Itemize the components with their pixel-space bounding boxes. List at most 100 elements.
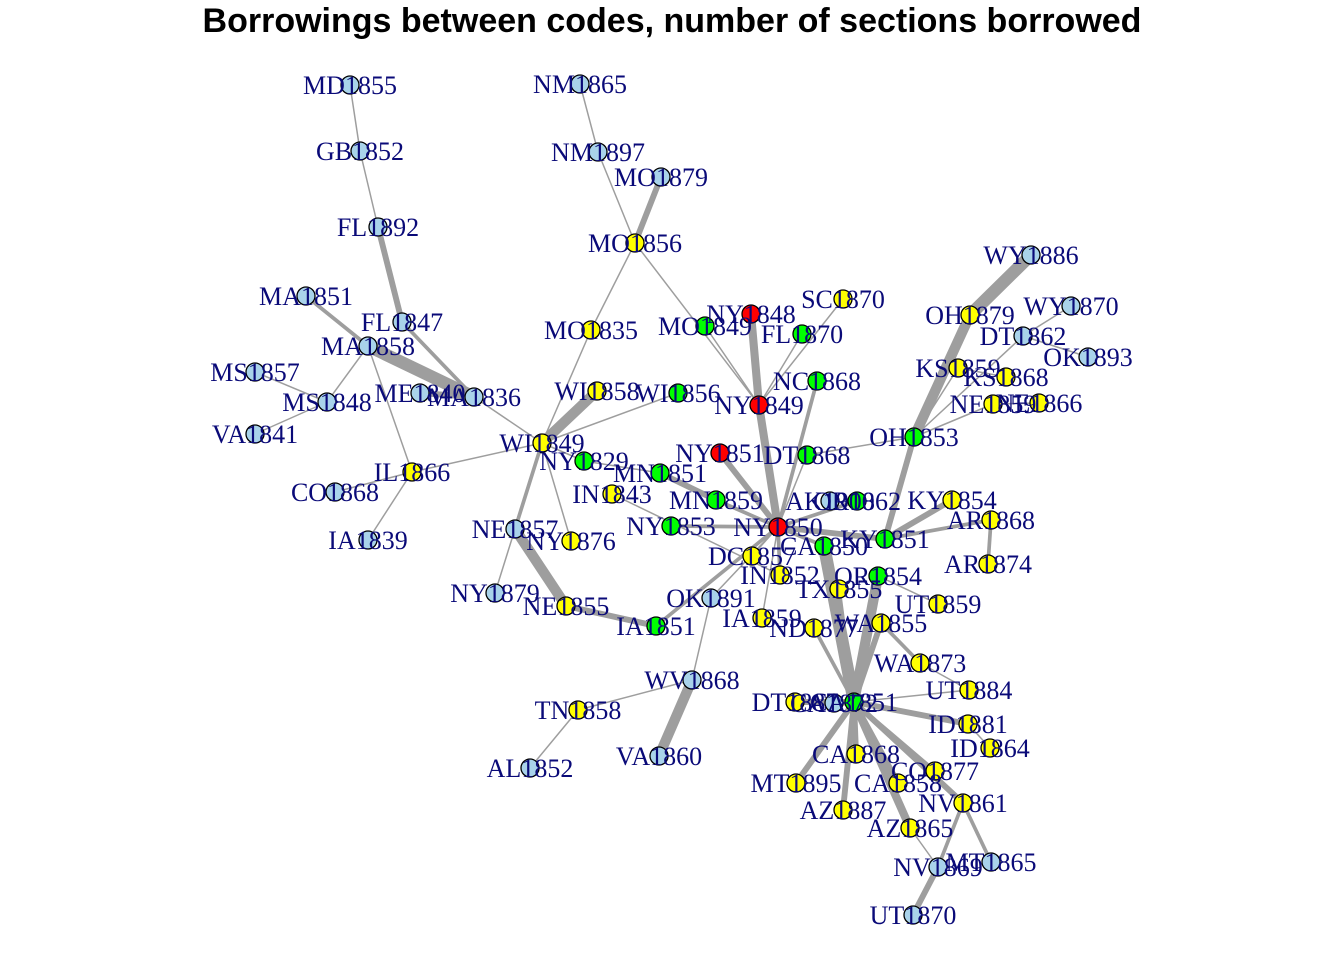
edge-ny1850-or1862 xyxy=(776,499,859,529)
node-ok1891 xyxy=(701,588,721,608)
node-label-gb1852: GB1852 xyxy=(316,137,404,166)
node-label-co1877: CO1877 xyxy=(891,757,979,786)
node-label-az1887: AZ1887 xyxy=(800,796,887,825)
node-wi1856 xyxy=(668,383,688,403)
node-wv1868 xyxy=(682,670,702,690)
node-oh1853 xyxy=(904,427,924,447)
node-mo1835 xyxy=(581,320,601,340)
node-label-fl1847: FL1847 xyxy=(361,308,443,337)
edge-ca1851-az1865 xyxy=(849,697,915,833)
node-label-co1868: CO1868 xyxy=(291,478,379,507)
node-label-wa1855: WA1855 xyxy=(835,609,927,638)
node-label-wi1856: WI1856 xyxy=(635,379,720,408)
node-ny1879 xyxy=(485,583,505,603)
node-wa1855 xyxy=(871,613,891,633)
node-ca1858 xyxy=(888,773,908,793)
node-fl1892 xyxy=(368,217,388,237)
node-label-ia1839: IA1839 xyxy=(328,526,407,555)
node-label-ny1850: NY1850 xyxy=(733,513,823,542)
node-label-ks1859: KS1859 xyxy=(915,354,1000,383)
edge-ms1857-ms1848 xyxy=(254,371,328,403)
node-va1860 xyxy=(649,746,669,766)
node-mn1859 xyxy=(706,490,726,510)
edge-oh1853-ne1859 xyxy=(913,403,994,438)
node-label-tn1858: TN1858 xyxy=(535,696,622,725)
edge-mn1851-mn1859 xyxy=(657,470,719,503)
node-co1868 xyxy=(325,482,345,502)
edge-ok1891-wv1868 xyxy=(691,597,712,681)
node-label-nm1865: NM1865 xyxy=(533,70,627,99)
node-label-id1864: ID1864 xyxy=(950,734,1029,763)
edge-ny1848-ny1849 xyxy=(746,309,764,410)
edge-ne1857-ne1855 xyxy=(509,523,572,612)
edge-ny1850-ok1891 xyxy=(710,526,779,599)
node-label-ne1855: NE1855 xyxy=(523,592,610,621)
node-label-ne1859: NE1859 xyxy=(950,390,1037,419)
edge-ca1851-id1881 xyxy=(851,699,971,727)
node-ny1850 xyxy=(768,517,788,537)
node-dt1887 xyxy=(785,692,805,712)
node-label-va1841: VA1841 xyxy=(212,420,298,449)
node-ms1848 xyxy=(317,392,337,412)
edge-wi1849-ny1876 xyxy=(541,442,572,542)
node-label-mt1895: MT1895 xyxy=(751,769,842,798)
node-nm1897 xyxy=(588,142,608,162)
node-label-ms1857: MS1857 xyxy=(210,358,300,387)
node-ia1839 xyxy=(358,530,378,550)
edge-gb1852-fl1892 xyxy=(359,150,379,228)
edge-ky1851-oh1853 xyxy=(882,434,917,542)
edge-oh1853-dt1862 xyxy=(913,335,1024,438)
node-al1852 xyxy=(520,758,540,778)
node-wi1858 xyxy=(587,381,607,401)
edge-ma1851-ma1858 xyxy=(304,294,370,348)
edge-ny1850-ky1851 xyxy=(775,524,888,542)
edge-ok1893-dt1862 xyxy=(1022,335,1089,358)
edge-tx1855-ca1851 xyxy=(837,587,856,704)
node-ny1829 xyxy=(574,451,594,471)
node-label-ny1879: NY1879 xyxy=(450,579,540,608)
node-ca1868 xyxy=(846,744,866,764)
edge-oh1853-dt1868 xyxy=(806,436,915,456)
node-label-wv1868: WV1868 xyxy=(644,666,739,695)
edge-ca1851-nv1861 xyxy=(851,699,966,806)
node-label-ks1868: KS1868 xyxy=(963,363,1048,392)
edge-ma1858-ms1848 xyxy=(326,345,369,403)
edge-oh1879-wy1886 xyxy=(963,248,1038,322)
node-label-nv1869: NV1869 xyxy=(893,853,983,882)
node-label-dt1887: DT1887 xyxy=(752,688,839,717)
node-label-ca1858: CA1858 xyxy=(854,769,942,798)
node-id1881 xyxy=(958,714,978,734)
node-label-mo1849: MO1849 xyxy=(658,312,752,341)
node-ny1851 xyxy=(710,443,730,463)
node-label-ut1884: UT1884 xyxy=(926,676,1013,705)
node-ut1884 xyxy=(959,680,979,700)
node-ca1851 xyxy=(844,692,864,712)
edge-ny1853-ny1850 xyxy=(669,524,780,529)
edge-wi1849-ne1857 xyxy=(513,441,544,531)
edge-ky1851-ar1868 xyxy=(883,518,993,541)
node-wy1870 xyxy=(1061,296,1081,316)
edge-mo1835-wi1849 xyxy=(541,329,592,444)
edge-wa1855-ca1851 xyxy=(851,620,884,705)
edge-il1866-wi1849 xyxy=(411,442,543,473)
node-ny1848 xyxy=(741,304,761,324)
node-label-nc1868: NC1868 xyxy=(773,367,861,396)
node-mo1856 xyxy=(625,233,645,253)
node-label-il1866: IL1866 xyxy=(374,458,451,487)
node-label-fl1892: FL1892 xyxy=(337,213,419,242)
node-md1855 xyxy=(340,75,360,95)
node-label-al1852: AL1852 xyxy=(487,754,574,783)
edge-ny1851-ny1850 xyxy=(717,450,781,530)
node-label-nd1877: ND1877 xyxy=(769,614,859,643)
node-label-dt1868: DT1868 xyxy=(764,441,851,470)
node-ia1851 xyxy=(646,616,666,636)
node-label-tx1855: TX1855 xyxy=(796,575,883,604)
node-label-wy1886: WY1886 xyxy=(983,241,1078,270)
node-ok1893 xyxy=(1078,347,1098,367)
node-va1841 xyxy=(245,424,265,444)
node-label-in1852: IN1852 xyxy=(740,561,819,590)
node-mn1851 xyxy=(650,463,670,483)
node-label-ne1866: NE1866 xyxy=(996,389,1083,418)
node-ny1849 xyxy=(749,395,769,415)
